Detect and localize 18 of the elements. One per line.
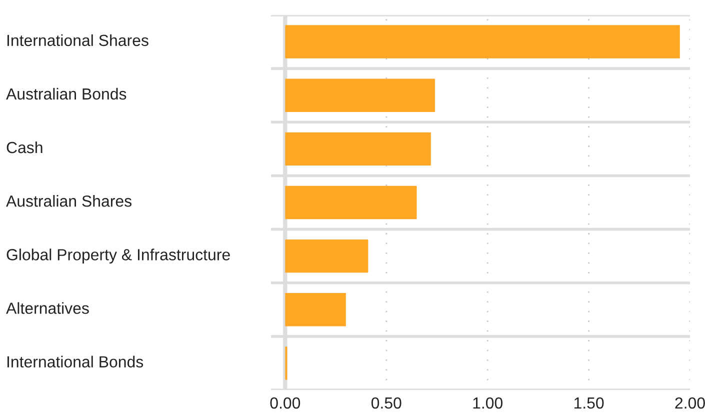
- bar: [285, 78, 435, 112]
- y-tick-label: International Shares: [7, 34, 148, 46]
- x-tick-label: 2.00: [675, 397, 705, 409]
- y-tick-label: Cash: [6, 141, 42, 154]
- x-tick-label: 0.00: [270, 397, 300, 409]
- bar: [285, 293, 346, 326]
- y-tick-label: Australian Shares: [6, 195, 132, 207]
- x-tick-label: 1.50: [574, 397, 604, 409]
- bar: [285, 186, 417, 220]
- bar: [285, 239, 368, 273]
- x-tick-label: 1.00: [473, 397, 503, 409]
- y-tick-label: Alternatives: [6, 302, 89, 314]
- x-tick-label: 0.50: [371, 397, 402, 409]
- y-tick-label: Australian Bonds: [6, 88, 126, 100]
- y-tick-label: International Bonds: [7, 356, 144, 368]
- bar: [285, 25, 680, 58]
- bar: [285, 132, 431, 166]
- y-tick-label: Global Property & Infrastructure: [6, 248, 230, 264]
